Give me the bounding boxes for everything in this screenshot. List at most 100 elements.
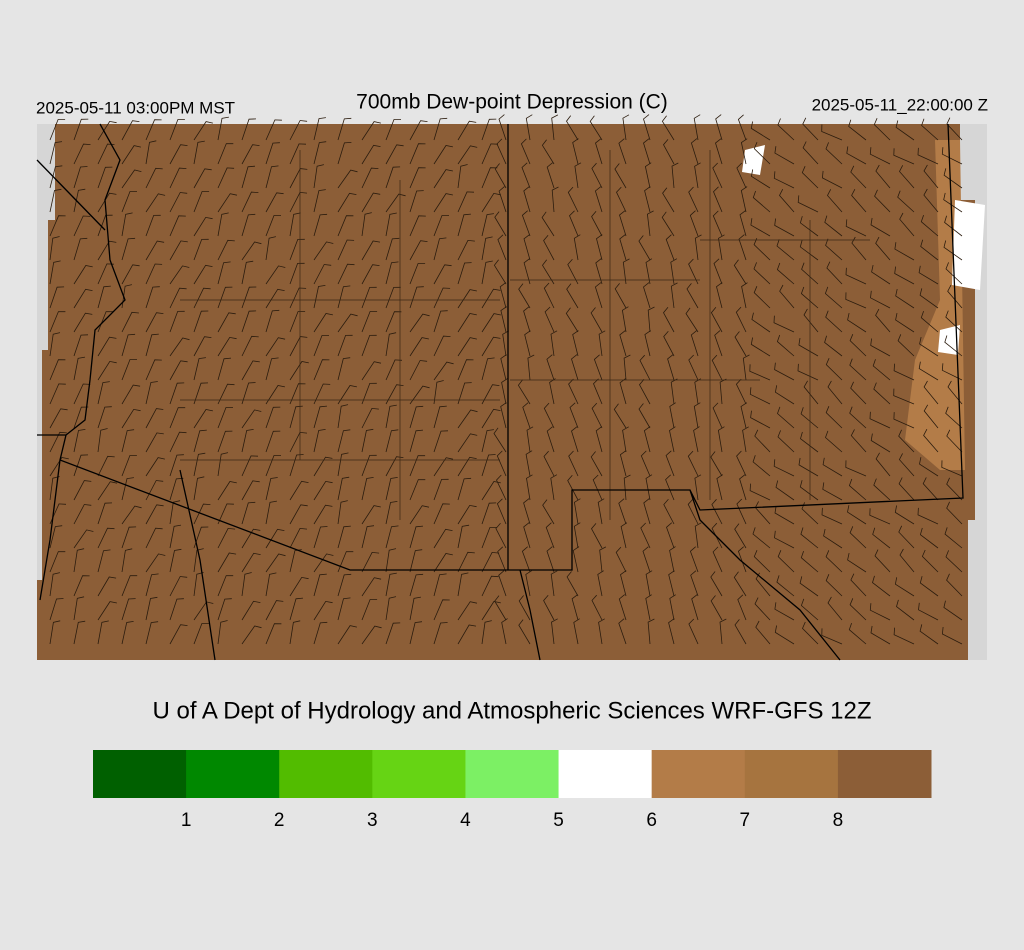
wind-barb (169, 337, 190, 357)
wind-barb (825, 310, 843, 333)
wind-barb (801, 502, 819, 525)
wind-barb (521, 162, 531, 189)
wind-barb (337, 476, 350, 501)
wind-barb (169, 287, 187, 309)
wind-barb (121, 598, 136, 621)
wind-barb (409, 286, 424, 309)
wind-barb (409, 405, 424, 429)
wind-barb (711, 522, 723, 549)
wind-barb (49, 620, 61, 645)
wind-barb (241, 480, 260, 501)
wind-barb (663, 307, 675, 333)
wind-barb (193, 409, 213, 429)
wind-barb (717, 426, 725, 453)
wind-barb (644, 162, 652, 189)
wind-barb (169, 310, 185, 333)
wind-barb (801, 262, 819, 285)
wind-barb (638, 235, 651, 261)
wind-barb (619, 234, 627, 261)
wind-barb (742, 426, 749, 453)
wind-barb (241, 165, 256, 189)
field (37, 124, 975, 660)
wind-barb (385, 548, 397, 573)
wind-barb (337, 313, 358, 333)
wind-barb (661, 211, 675, 237)
wind-barb (872, 359, 891, 381)
wind-barb (457, 120, 477, 141)
wind-barb (518, 283, 531, 309)
wind-barb (385, 193, 406, 213)
colorbar-tick-label: 5 (553, 810, 564, 831)
wind-barb (773, 459, 795, 477)
wind-barb (715, 114, 723, 141)
wind-barb (361, 121, 381, 141)
wind-barb (647, 306, 655, 333)
wind-barb (941, 460, 963, 477)
wind-barb (145, 312, 164, 333)
wind-barb (241, 528, 261, 549)
wind-barb (944, 527, 963, 549)
wind-barb (777, 550, 795, 573)
wind-barb (145, 359, 162, 381)
wind-barb (661, 115, 675, 141)
wind-barb (643, 426, 651, 453)
wind-barb (923, 188, 939, 213)
wind-barb (481, 601, 501, 621)
wind-barb (523, 258, 531, 285)
wind-barb (313, 164, 324, 189)
wind-barb (337, 573, 352, 597)
wind-barb (289, 383, 306, 405)
wind-barb (870, 338, 891, 357)
wind-barb (870, 290, 891, 309)
wind-barb (874, 549, 891, 573)
wind-barb (643, 498, 651, 525)
wind-barb (643, 138, 651, 165)
wind-barb (145, 408, 164, 429)
wind-barb (821, 124, 843, 141)
wind-barb (385, 261, 399, 285)
wind-barb (145, 240, 165, 261)
wind-barb (169, 360, 188, 381)
wind-barb (385, 166, 401, 189)
wind-barb (642, 546, 651, 573)
wind-barb (145, 527, 163, 549)
wind-barb (361, 428, 374, 453)
wind-barb (145, 286, 160, 309)
wind-barb (481, 213, 494, 237)
wind-barb (740, 402, 748, 429)
wind-barb (493, 259, 507, 285)
wind-barb (750, 169, 771, 189)
wind-barb (289, 287, 307, 309)
wind-barb (621, 306, 629, 333)
wind-barb (894, 266, 915, 285)
wind-barb (409, 313, 430, 333)
wind-barb (711, 499, 723, 525)
wind-barb (457, 359, 474, 381)
colorbar-tick-label: 2 (274, 810, 285, 831)
wind-barb (169, 144, 188, 165)
wind-barb (643, 282, 651, 309)
wind-barb (145, 214, 161, 237)
wind-barb (217, 452, 229, 477)
wind-barb (409, 596, 421, 621)
wind-barb (313, 429, 326, 453)
wind-barb (774, 602, 795, 621)
wind-barb (73, 312, 93, 333)
wind-barb (409, 120, 428, 141)
wind-barb (121, 575, 138, 597)
wind-barb (821, 170, 843, 189)
wind-barb (49, 359, 66, 381)
wind-barb (749, 483, 771, 501)
wind-barb (169, 192, 188, 213)
wind-barb (523, 306, 531, 333)
wind-barb (73, 118, 89, 141)
wind-barb (710, 307, 723, 333)
wind-barb (919, 624, 939, 645)
wind-barb (433, 503, 450, 525)
wind-barb (217, 481, 237, 501)
wind-barb (947, 284, 963, 309)
wind-barb (265, 288, 285, 309)
wind-barb (946, 429, 963, 453)
wind-barb (662, 187, 675, 213)
wind-barb (671, 162, 679, 189)
